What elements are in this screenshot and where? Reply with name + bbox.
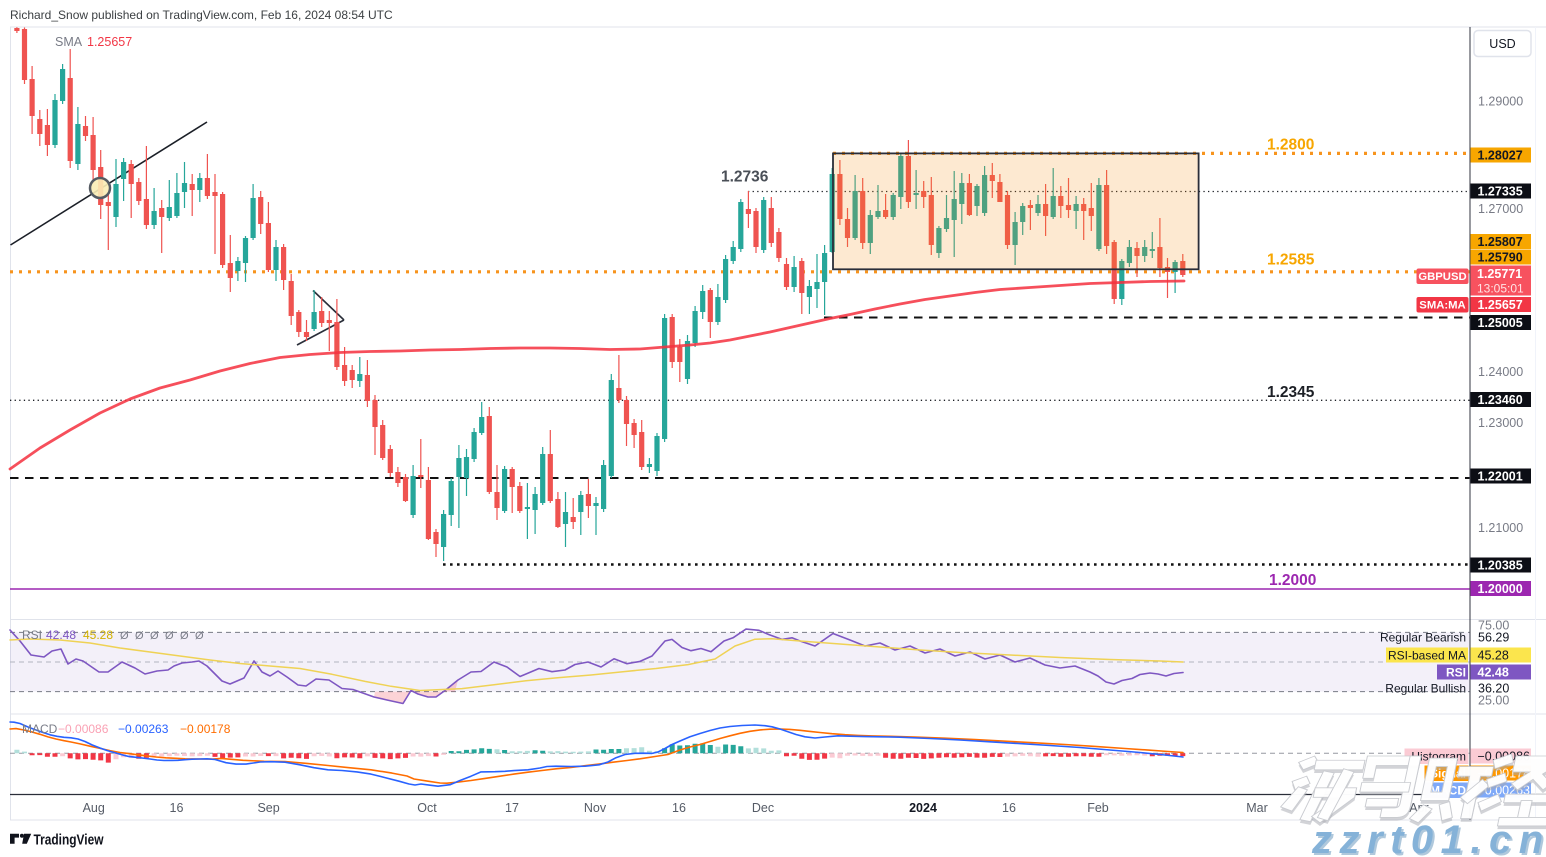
- svg-text:16: 16: [1002, 801, 1016, 815]
- svg-text:Feb: Feb: [1087, 801, 1109, 815]
- svg-text:1.23000: 1.23000: [1478, 416, 1523, 430]
- svg-text:42.48: 42.48: [1478, 666, 1509, 680]
- svg-text:1.25657: 1.25657: [1478, 298, 1523, 312]
- svg-text:1.28027: 1.28027: [1478, 149, 1523, 163]
- svg-text:45.28: 45.28: [83, 628, 113, 642]
- svg-text:56.29: 56.29: [1478, 631, 1509, 645]
- svg-text:zzrt01.cn: zzrt01.cn: [1311, 818, 1546, 857]
- svg-text:1.22001: 1.22001: [1478, 470, 1523, 484]
- svg-text:Regular Bearish: Regular Bearish: [1380, 631, 1466, 645]
- svg-text:Ø: Ø: [150, 630, 159, 642]
- svg-text:1.24000: 1.24000: [1478, 365, 1523, 379]
- svg-text:−0.00178: −0.00178: [180, 722, 231, 736]
- svg-text:Dec: Dec: [752, 801, 774, 815]
- svg-text:1.27335: 1.27335: [1478, 185, 1523, 199]
- svg-text:−0.00086: −0.00086: [58, 722, 109, 736]
- svg-text:Mar: Mar: [1246, 801, 1268, 815]
- svg-text:75.00: 75.00: [1478, 619, 1509, 633]
- svg-text:Ø: Ø: [165, 630, 174, 642]
- svg-text:RSI: RSI: [22, 628, 42, 642]
- svg-text:36.20: 36.20: [1478, 682, 1509, 696]
- svg-text:1.2345: 1.2345: [1267, 384, 1315, 401]
- svg-text:1.25657: 1.25657: [87, 35, 132, 49]
- svg-text:Aug: Aug: [83, 801, 105, 815]
- svg-text:1.2585: 1.2585: [1267, 252, 1315, 269]
- svg-text:2024: 2024: [909, 801, 937, 815]
- svg-text:GBPUSD: GBPUSD: [1418, 271, 1466, 283]
- svg-text:1.2000: 1.2000: [1269, 572, 1316, 589]
- svg-text:Richard_Snow published on Trad: Richard_Snow published on TradingView.co…: [10, 8, 393, 22]
- svg-text:RSI: RSI: [1446, 666, 1466, 680]
- svg-text:RSI-based MA: RSI-based MA: [1388, 649, 1466, 663]
- svg-text:−0.00263: −0.00263: [118, 722, 169, 736]
- svg-text:1.21000: 1.21000: [1478, 521, 1523, 535]
- svg-text:Oct: Oct: [417, 801, 437, 815]
- svg-text:16: 16: [672, 801, 686, 815]
- svg-text:Ø: Ø: [195, 630, 204, 642]
- svg-text:25.00: 25.00: [1478, 694, 1509, 708]
- svg-text:1.25807: 1.25807: [1478, 235, 1523, 249]
- svg-text:Ø: Ø: [135, 630, 144, 642]
- svg-text:MACD: MACD: [22, 722, 58, 736]
- svg-text:45.28: 45.28: [1478, 649, 1509, 663]
- svg-text:SMA:MA: SMA:MA: [1419, 300, 1465, 312]
- svg-text:Sep: Sep: [257, 801, 279, 815]
- svg-text:Nov: Nov: [584, 801, 607, 815]
- svg-text:zzrt01.cn: zzrt01.cn: [1313, 820, 1546, 857]
- svg-text:1.29000: 1.29000: [1478, 95, 1523, 109]
- svg-text:1.25790: 1.25790: [1478, 251, 1523, 265]
- svg-text:Ø: Ø: [120, 630, 129, 642]
- svg-text:42.48: 42.48: [46, 628, 76, 642]
- svg-text:TradingView: TradingView: [34, 832, 104, 849]
- svg-text:13:05:01: 13:05:01: [1477, 282, 1524, 296]
- svg-text:1.27000: 1.27000: [1478, 202, 1523, 216]
- svg-text:1.2736: 1.2736: [721, 169, 769, 186]
- svg-text:1.25005: 1.25005: [1478, 316, 1523, 330]
- svg-text:1.23460: 1.23460: [1478, 393, 1523, 407]
- svg-text:SMA: SMA: [55, 35, 83, 49]
- svg-text:1.25771: 1.25771: [1477, 267, 1522, 281]
- svg-text:1.20385: 1.20385: [1478, 559, 1523, 573]
- svg-text:1.20000: 1.20000: [1478, 582, 1523, 596]
- svg-text:1.2800: 1.2800: [1267, 137, 1314, 154]
- svg-text:Regular Bullish: Regular Bullish: [1385, 682, 1466, 696]
- svg-text:16: 16: [170, 801, 184, 815]
- svg-text:USD: USD: [1489, 37, 1515, 51]
- svg-text:Ø: Ø: [180, 630, 189, 642]
- svg-text:17: 17: [505, 801, 519, 815]
